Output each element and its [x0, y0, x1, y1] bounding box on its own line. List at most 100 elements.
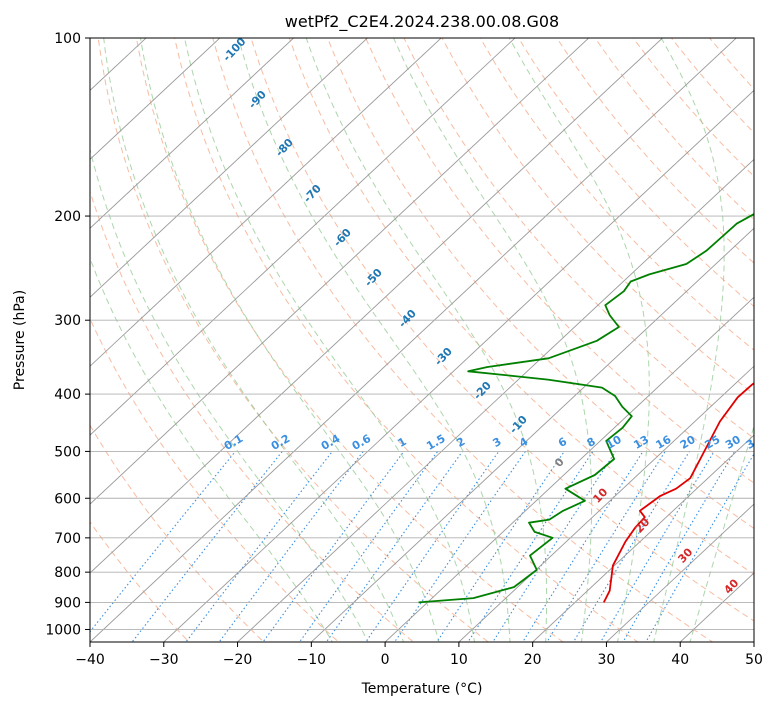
isotherm-line [90, 38, 516, 436]
mixing-ratio-label: 6 [556, 435, 569, 450]
moist-adiabat-line [103, 38, 405, 642]
dry-adiabat-line [90, 189, 415, 642]
dry-adiabat-line [250, 38, 754, 622]
mixing-ratio-label: 10 [604, 433, 624, 452]
isotherm-line [458, 365, 754, 642]
isotherm-line [90, 38, 369, 298]
isotherm-label: -60 [331, 226, 354, 250]
mixing-ratio-line [90, 451, 236, 633]
y-tick-label: 600 [54, 491, 81, 507]
y-tick-label: 500 [54, 444, 81, 460]
y-tick-label: 800 [54, 565, 81, 581]
temperature-profile-line [602, 382, 754, 603]
mixing-ratio-label: 16 [654, 433, 674, 452]
mixing-ratio-line [262, 451, 405, 642]
mixing-ratio-label: 36 [744, 433, 764, 452]
moist-adiabat-line [689, 424, 754, 642]
moist-adiabat-line [90, 256, 334, 642]
mixing-ratio-line [218, 451, 364, 642]
isotherm-label: -30 [432, 345, 455, 369]
isotherm-label: -40 [396, 307, 419, 331]
isotherm-line [605, 503, 754, 642]
isotherm-line [384, 296, 754, 642]
dewpoint-profile-line [418, 213, 754, 604]
mixing-ratio-label: 8 [585, 435, 598, 450]
y-tick-label: 300 [54, 313, 81, 329]
isotherm-line [90, 38, 590, 505]
y-tick-label: 1000 [45, 622, 81, 638]
mixing-ratio-line [546, 451, 666, 642]
y-tick-label: 400 [54, 387, 81, 403]
dry-adiabat-line [90, 520, 190, 642]
moist-adiabat-line [238, 38, 511, 642]
x-tick-label: 30 [598, 652, 616, 668]
mixing-ratio-label: 0.2 [269, 432, 292, 453]
dry-adiabat-line [326, 38, 754, 530]
isotherm-line [310, 227, 754, 642]
moist-adiabat-line [184, 38, 476, 642]
mixing-ratio-label: 0.4 [319, 432, 343, 453]
isotherm-label: 30 [675, 545, 695, 565]
dry-adiabat-line [708, 38, 754, 90]
isotherm-line [90, 38, 737, 642]
mixing-ratio-label: 2 [454, 435, 467, 450]
isotherm-line [90, 38, 442, 367]
mixing-ratio-label: 1 [396, 435, 409, 450]
isotherm-line [90, 38, 221, 160]
plot-area: 0.1 0.2 0.4 0.6 1 1.5 2 3 4 6 8 10 13 16 20 25 30 36-100-… [90, 38, 764, 642]
dry-adiabat-line [632, 38, 754, 177]
dry-adiabat-line [365, 38, 754, 484]
x-tick-label: −20 [223, 652, 253, 668]
isotherm-line [236, 158, 754, 642]
dry-adiabat-line [670, 38, 754, 134]
isotherm-label: -80 [273, 136, 296, 160]
x-tick-label: 50 [745, 652, 763, 668]
dry-adiabat-line [517, 38, 754, 308]
mixing-ratio-line [298, 451, 439, 642]
dry-adiabat-line [135, 38, 564, 642]
dry-adiabat-line [403, 38, 754, 439]
plot-frame [89, 37, 755, 643]
x-tick-label: 0 [381, 652, 390, 668]
isotherm-line [532, 434, 754, 642]
axis-ticks: −40 −30 −20 −10 0 10 20 30 40 5010020030040050060… [45, 31, 763, 668]
chart-title: wetPf2_C2E4.2024.238.00.08.G08 [285, 12, 559, 32]
mixing-ratio-line [131, 451, 283, 642]
y-tick-label: 200 [54, 209, 81, 225]
isotherm-label: 0 [552, 455, 567, 470]
mixing-ratio-label: 1.5 [424, 432, 447, 453]
dry-adiabat-line [90, 317, 340, 642]
x-tick-label: −30 [149, 652, 179, 668]
moist-adiabat-line [305, 38, 548, 642]
x-tick-label: 40 [671, 652, 689, 668]
isotherm-line [163, 89, 754, 642]
mixing-ratio-line [365, 451, 500, 642]
isotherm-label: -90 [246, 88, 269, 112]
dry-adiabat-line [212, 38, 714, 642]
x-tick-label: −10 [297, 652, 327, 668]
isotherm-line [90, 38, 664, 574]
mixing-ratio-line [645, 452, 754, 642]
y-tick-label: 700 [54, 531, 81, 547]
x-tick-label: 20 [524, 652, 542, 668]
isotherm-label: 40 [721, 576, 741, 596]
x-axis-label: Temperature (°C) [361, 681, 483, 697]
mixing-ratio-line [436, 451, 565, 642]
y-axis-label: Pressure (hPa) [12, 290, 28, 390]
dry-adiabat-line [90, 424, 265, 642]
mixing-ratio-label: 3 [490, 435, 503, 450]
isotherm-label: -10 [507, 413, 530, 437]
isotherm-line [753, 641, 754, 642]
x-tick-label: 10 [450, 652, 468, 668]
dry-adiabat-line [441, 38, 754, 395]
dry-adiabat-line [174, 38, 639, 642]
y-tick-label: 100 [54, 31, 81, 47]
isotherm-label: -50 [362, 266, 385, 290]
y-tick-label: 900 [54, 595, 81, 611]
mixing-ratio-label: 20 [678, 433, 698, 452]
mixing-ratio-line [492, 451, 617, 642]
moist-adiabat-line [508, 38, 650, 642]
x-tick-label: −40 [75, 652, 105, 668]
dry-adiabat-line [97, 38, 490, 642]
